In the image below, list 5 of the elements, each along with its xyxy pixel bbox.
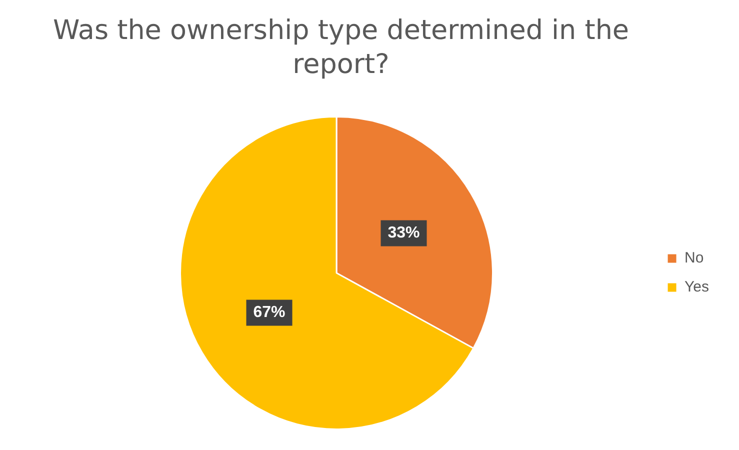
legend-label: No (684, 250, 704, 267)
chart-title: Was the ownership type determined in the report? (52, 14, 630, 82)
data-label: 33% (388, 224, 420, 242)
data-label: 67% (253, 304, 286, 322)
legend-label: Yes (684, 278, 710, 296)
